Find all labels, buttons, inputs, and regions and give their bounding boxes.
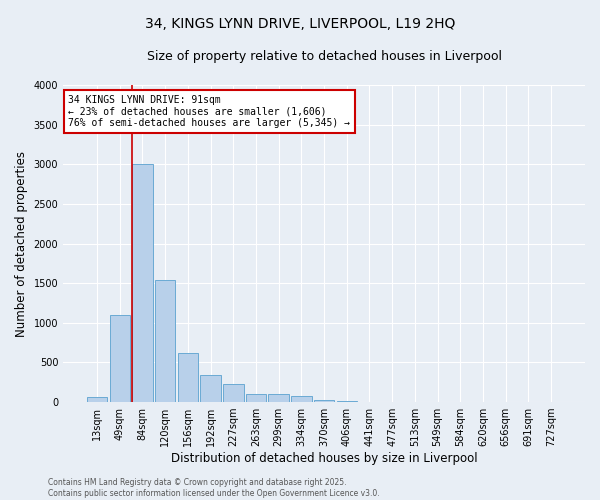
Bar (291, 396, 311, 402)
Bar (200, 375, 221, 402)
Bar (132, 164, 153, 402)
Y-axis label: Number of detached properties: Number of detached properties (15, 150, 28, 336)
Bar (246, 394, 266, 402)
Bar (87, 396, 107, 402)
Title: Size of property relative to detached houses in Liverpool: Size of property relative to detached ho… (146, 50, 502, 63)
Bar (223, 384, 244, 402)
Bar (268, 394, 289, 402)
Bar (110, 315, 130, 402)
Bar (178, 353, 198, 402)
Bar (314, 400, 334, 402)
Text: 34 KINGS LYNN DRIVE: 91sqm
← 23% of detached houses are smaller (1,606)
76% of s: 34 KINGS LYNN DRIVE: 91sqm ← 23% of deta… (68, 94, 350, 128)
Bar (155, 280, 175, 402)
Text: Contains HM Land Registry data © Crown copyright and database right 2025.
Contai: Contains HM Land Registry data © Crown c… (48, 478, 380, 498)
X-axis label: Distribution of detached houses by size in Liverpool: Distribution of detached houses by size … (171, 452, 478, 465)
Text: 34, KINGS LYNN DRIVE, LIVERPOOL, L19 2HQ: 34, KINGS LYNN DRIVE, LIVERPOOL, L19 2HQ (145, 18, 455, 32)
